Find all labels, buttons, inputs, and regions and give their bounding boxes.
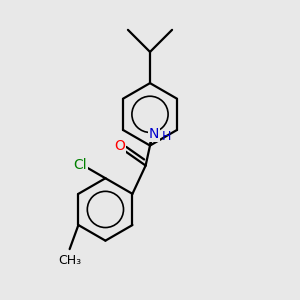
Text: N: N [148,128,159,142]
Text: H: H [162,130,171,143]
Text: O: O [115,139,125,153]
Text: CH₃: CH₃ [58,254,81,267]
Text: Cl: Cl [74,158,87,172]
